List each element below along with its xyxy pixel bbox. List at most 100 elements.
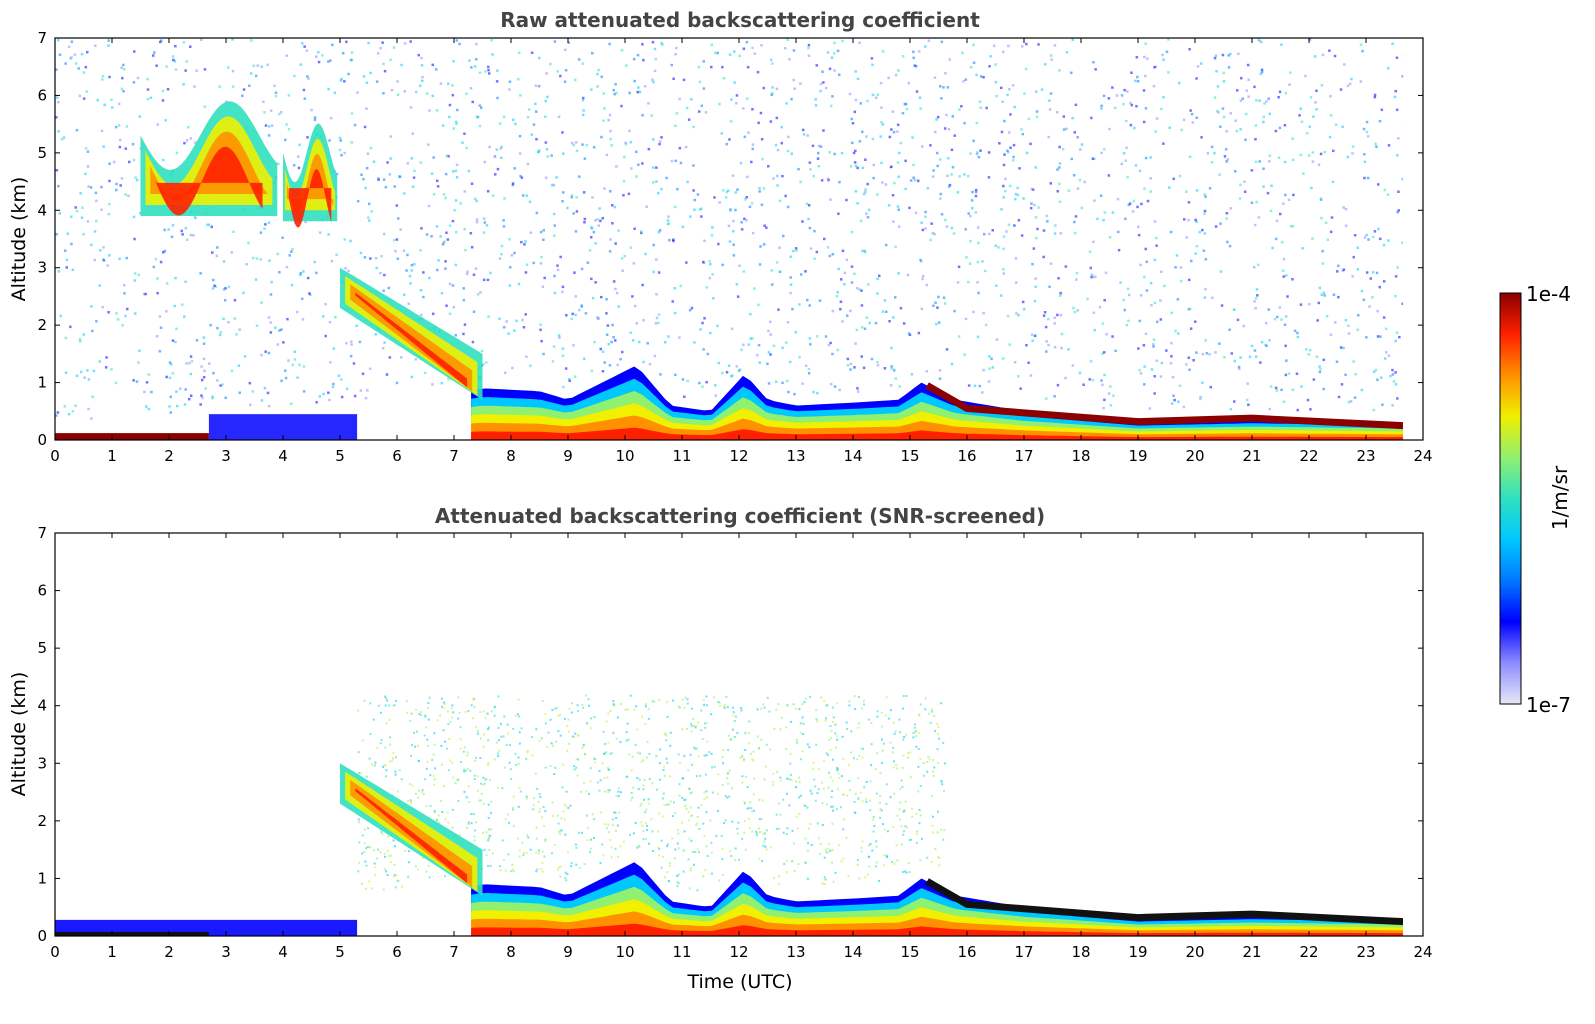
x-tick-label: 10 xyxy=(615,447,634,465)
colorbar-min-label: 1e-7 xyxy=(1526,693,1571,717)
x-tick-label: 24 xyxy=(1413,447,1432,465)
colorbar-max-label: 1e-4 xyxy=(1526,282,1571,306)
elevated-layer-band xyxy=(288,169,332,228)
x-tick-label: 21 xyxy=(1242,943,1261,961)
elevated-layer-band xyxy=(286,154,334,213)
x-tick-label: 17 xyxy=(1014,447,1033,465)
x-tick-label: 8 xyxy=(506,943,516,961)
elevated-layer-band xyxy=(355,788,468,884)
elevated-layers xyxy=(140,101,483,400)
panel-screened-frame xyxy=(54,532,1424,937)
x-tick-label: 18 xyxy=(1071,447,1090,465)
x-tick-label: 17 xyxy=(1014,943,1033,961)
x-tick-label: 5 xyxy=(335,943,345,961)
panel-raw-frame xyxy=(54,37,1424,441)
x-tick-label: 8 xyxy=(506,447,516,465)
y-tick-label: 3 xyxy=(37,259,47,277)
x-tick-label: 19 xyxy=(1128,943,1147,961)
x-tick-label: 3 xyxy=(221,447,231,465)
x-tick-label: 23 xyxy=(1356,447,1375,465)
x-tick-label: 12 xyxy=(729,943,748,961)
x-tick-label: 14 xyxy=(843,943,862,961)
elevated-layers xyxy=(340,763,483,896)
noise-speckle xyxy=(55,38,1406,420)
colorbar-unit-label: 1/m/sr xyxy=(1548,465,1572,530)
x-axis-label: Time (UTC) xyxy=(686,971,792,993)
x-tick-label: 6 xyxy=(392,943,402,961)
y-tick-label: 0 xyxy=(37,927,47,945)
x-tick-label: 2 xyxy=(164,943,174,961)
boundary-layer xyxy=(471,862,1404,936)
y-tick-label: 4 xyxy=(37,697,47,715)
x-tick-label: 22 xyxy=(1299,447,1318,465)
y-tick-label: 5 xyxy=(37,144,47,162)
x-tick-label: 4 xyxy=(278,943,288,961)
no-data-region xyxy=(1403,533,1423,936)
panel-screened-plot-area xyxy=(55,533,1423,936)
y-tick-label: 1 xyxy=(37,869,47,887)
colorbar-bar xyxy=(1499,292,1522,705)
y-tick-label: 7 xyxy=(37,29,47,47)
y-tick-label: 7 xyxy=(37,524,47,542)
surface-layer xyxy=(55,433,209,440)
x-tick-label: 0 xyxy=(50,943,60,961)
panel-screened-y-label: Altitude (km) xyxy=(8,672,30,797)
x-tick-label: 21 xyxy=(1242,447,1261,465)
boundary-layer-band xyxy=(471,427,1404,440)
elevated-layer-band xyxy=(155,146,263,216)
x-tick-label: 1 xyxy=(107,943,117,961)
x-tick-label: 7 xyxy=(449,943,459,961)
x-tick-label: 9 xyxy=(563,447,573,465)
x-tick-label: 11 xyxy=(672,943,691,961)
y-tick-label: 2 xyxy=(37,316,47,334)
boundary-layer-band xyxy=(471,923,1404,936)
panel-raw-title: Raw attenuated backscattering coefficien… xyxy=(500,8,980,32)
x-tick-label: 5 xyxy=(335,447,345,465)
panel-screened-title: Attenuated backscattering coefficient (S… xyxy=(435,504,1045,528)
x-tick-label: 4 xyxy=(278,447,288,465)
y-tick-label: 4 xyxy=(37,201,47,219)
x-tick-label: 20 xyxy=(1185,943,1204,961)
y-tick-label: 0 xyxy=(37,431,47,449)
x-tick-label: 18 xyxy=(1071,943,1090,961)
panel-raw-y-axis: 0 1 2 3 4 5 6 7 xyxy=(37,29,1423,449)
x-tick-label: 1 xyxy=(107,447,117,465)
x-tick-label: 12 xyxy=(729,447,748,465)
x-tick-label: 10 xyxy=(615,943,634,961)
x-tick-label: 19 xyxy=(1128,447,1147,465)
boundary-layer-band xyxy=(471,415,1404,440)
stratus-cloud-band xyxy=(925,382,1404,430)
x-tick-label: 15 xyxy=(900,943,919,961)
colorbar: 1e-4 1e-7 1/m/sr xyxy=(1499,282,1572,717)
x-tick-label: 16 xyxy=(957,943,976,961)
x-tick-label: 6 xyxy=(392,447,402,465)
x-tick-label: 9 xyxy=(563,943,573,961)
x-tick-label: 22 xyxy=(1299,943,1318,961)
x-tick-label: 24 xyxy=(1413,943,1432,961)
panel-screened-y-axis: 0 1 2 3 4 5 6 7 xyxy=(37,524,1423,945)
panel-screened-x-axis: 0 1 2 3 4 5 6 7 8 9 10 11 12 13 14 15 16 17 18 19 20 21 22 23 24 xyxy=(50,533,1433,961)
elevated-layer-band xyxy=(355,292,468,388)
x-tick-label: 13 xyxy=(786,447,805,465)
panel-raw-x-axis: 0 1 2 3 4 5 6 7 8 9 10 11 12 13 14 15 16 17 18 19 20 21 22 23 24 xyxy=(50,38,1433,465)
x-tick-label: 3 xyxy=(221,943,231,961)
x-tick-label: 15 xyxy=(900,447,919,465)
panel-raw-plot-area xyxy=(55,38,1423,440)
x-tick-label: 0 xyxy=(50,447,60,465)
panel-raw-y-label: Altitude (km) xyxy=(8,177,30,302)
y-tick-label: 5 xyxy=(37,639,47,657)
x-tick-label: 7 xyxy=(449,447,459,465)
boundary-layer-band xyxy=(471,911,1404,936)
stratus-cloud-band xyxy=(925,878,1404,926)
x-tick-label: 13 xyxy=(786,943,805,961)
no-data-region xyxy=(1403,38,1423,440)
y-tick-label: 1 xyxy=(37,374,47,392)
x-tick-label: 20 xyxy=(1185,447,1204,465)
x-tick-label: 11 xyxy=(672,447,691,465)
y-tick-label: 3 xyxy=(37,754,47,772)
panel-raw: Raw attenuated backscattering coefficien… xyxy=(8,8,1433,465)
panel-screened: Attenuated backscattering coefficient (S… xyxy=(8,504,1433,993)
boundary-layer xyxy=(471,366,1404,440)
